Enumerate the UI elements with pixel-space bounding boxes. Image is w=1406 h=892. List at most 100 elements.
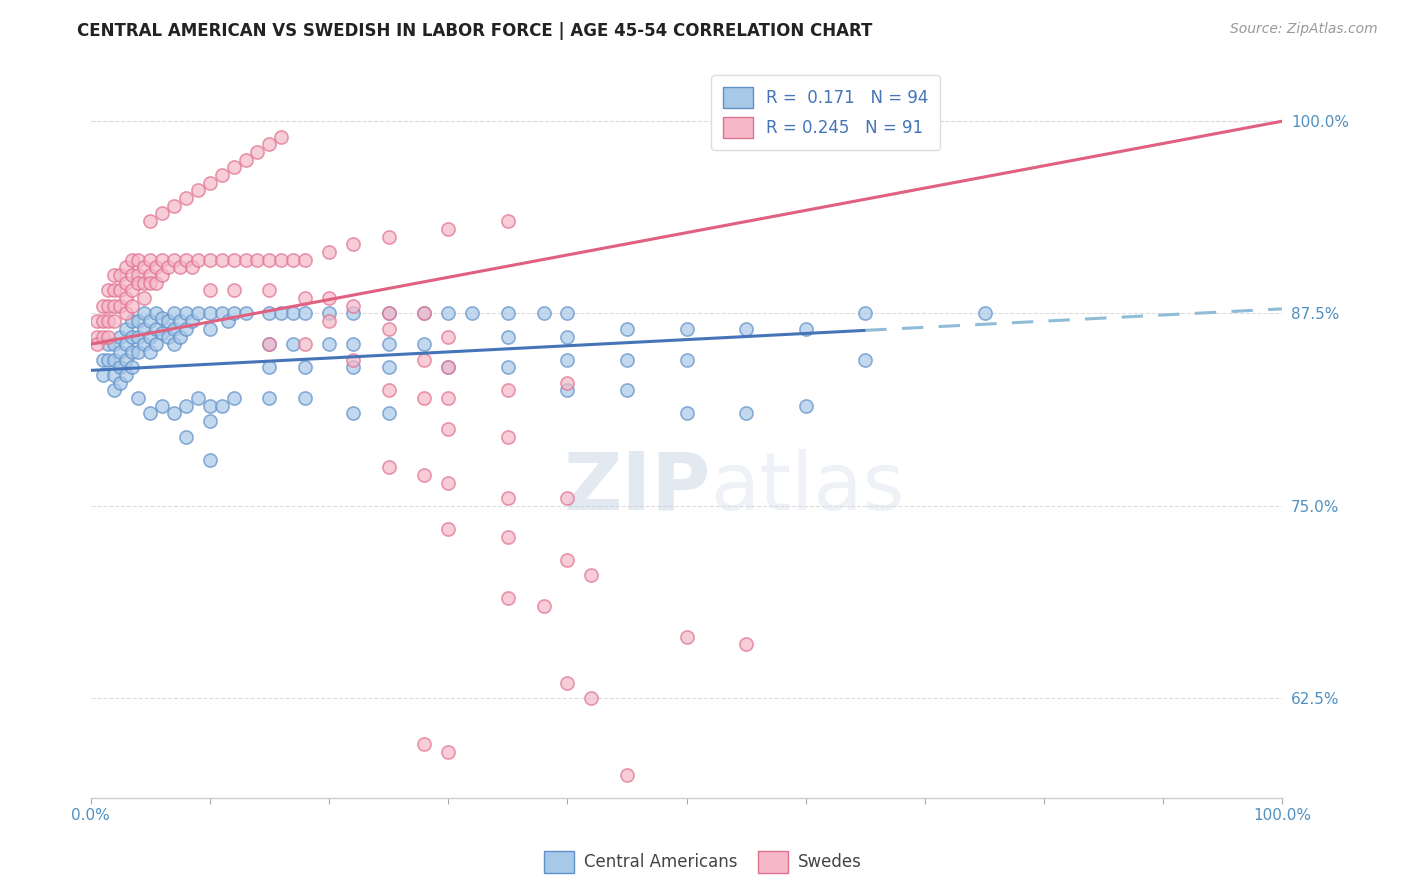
Point — [150, 326, 173, 341]
Point — [121, 299, 143, 313]
Point — [259, 284, 281, 298]
Point — [127, 268, 149, 282]
Point — [675, 407, 697, 421]
Legend: Central Americans, Swedes: Central Americans, Swedes — [537, 845, 869, 880]
Point — [103, 352, 125, 367]
Point — [115, 260, 138, 275]
Point — [198, 322, 221, 336]
Point — [342, 337, 364, 351]
Point — [157, 329, 180, 343]
Point — [134, 260, 156, 275]
Point — [103, 368, 125, 382]
Point — [437, 522, 460, 536]
Point — [794, 322, 817, 336]
Point — [163, 199, 186, 213]
Point — [377, 322, 399, 336]
Point — [437, 329, 460, 343]
Point — [139, 276, 162, 290]
Text: CENTRAL AMERICAN VS SWEDISH IN LABOR FORCE | AGE 45-54 CORRELATION CHART: CENTRAL AMERICAN VS SWEDISH IN LABOR FOR… — [77, 22, 873, 40]
Point — [174, 399, 197, 413]
Point — [222, 306, 245, 320]
Point — [557, 329, 579, 343]
Point — [139, 345, 162, 359]
Point — [103, 268, 125, 282]
Point — [86, 314, 108, 328]
Point — [579, 568, 602, 582]
Point — [163, 252, 186, 267]
Point — [377, 360, 399, 375]
Point — [163, 306, 186, 320]
Point — [150, 206, 173, 220]
Point — [675, 322, 697, 336]
Point — [557, 384, 579, 398]
Point — [127, 314, 149, 328]
Point — [270, 252, 292, 267]
Point — [259, 252, 281, 267]
Point — [437, 422, 460, 436]
Point — [557, 352, 579, 367]
Point — [533, 306, 555, 320]
Point — [283, 337, 305, 351]
Point — [235, 153, 257, 167]
Point — [163, 322, 186, 336]
Point — [103, 337, 125, 351]
Point — [127, 391, 149, 405]
Point — [145, 337, 167, 351]
Point — [222, 391, 245, 405]
Point — [342, 237, 364, 252]
Point — [579, 691, 602, 706]
Point — [139, 252, 162, 267]
Point — [461, 306, 484, 320]
Point — [150, 268, 173, 282]
Point — [127, 329, 149, 343]
Point — [198, 414, 221, 428]
Point — [169, 260, 191, 275]
Point — [794, 399, 817, 413]
Point — [127, 252, 149, 267]
Point — [139, 314, 162, 328]
Point — [115, 322, 138, 336]
Point — [110, 360, 132, 375]
Point — [139, 214, 162, 228]
Point — [121, 284, 143, 298]
Point — [187, 183, 209, 197]
Point — [377, 229, 399, 244]
Point — [616, 768, 638, 782]
Point — [616, 322, 638, 336]
Point — [134, 276, 156, 290]
Point — [181, 314, 204, 328]
Point — [342, 407, 364, 421]
Point — [496, 591, 519, 605]
Point — [150, 399, 173, 413]
Point — [294, 360, 316, 375]
Point — [139, 268, 162, 282]
Point — [294, 306, 316, 320]
Point — [103, 299, 125, 313]
Point — [294, 252, 316, 267]
Point — [110, 284, 132, 298]
Point — [134, 322, 156, 336]
Point — [169, 329, 191, 343]
Point — [294, 391, 316, 405]
Point — [121, 314, 143, 328]
Point — [127, 276, 149, 290]
Point — [377, 306, 399, 320]
Point — [174, 322, 197, 336]
Point — [270, 129, 292, 144]
Point — [557, 675, 579, 690]
Point — [973, 306, 995, 320]
Point — [616, 384, 638, 398]
Point — [110, 268, 132, 282]
Point — [121, 252, 143, 267]
Point — [675, 352, 697, 367]
Point — [110, 376, 132, 390]
Point — [115, 352, 138, 367]
Point — [318, 244, 340, 259]
Point — [115, 368, 138, 382]
Point — [342, 306, 364, 320]
Point — [115, 276, 138, 290]
Point — [270, 306, 292, 320]
Point — [157, 260, 180, 275]
Point — [174, 252, 197, 267]
Point — [110, 329, 132, 343]
